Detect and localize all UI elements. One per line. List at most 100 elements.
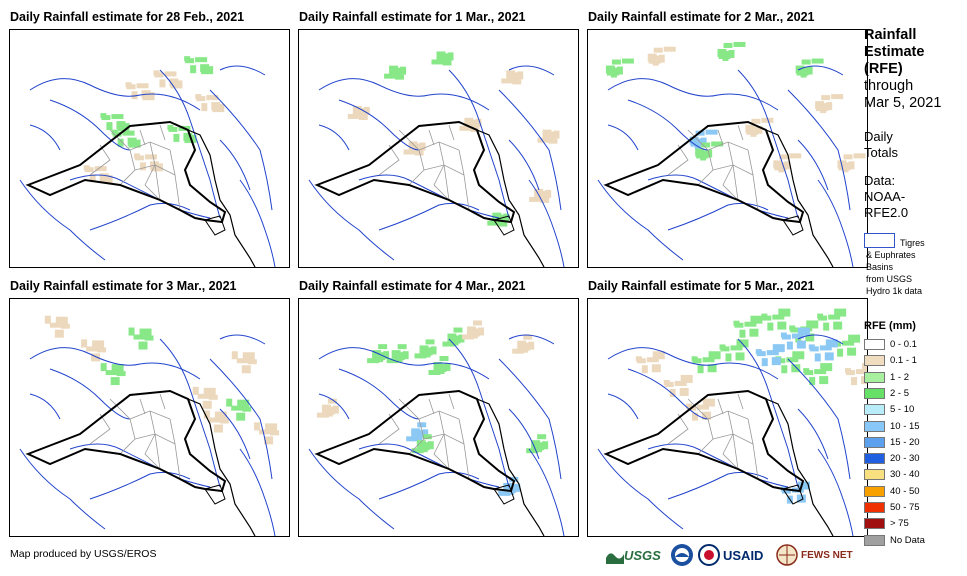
- usgs-logo-text: USGS: [624, 547, 661, 563]
- map-panel: [587, 298, 868, 537]
- rainfall-cell: [133, 334, 146, 340]
- rainfall-cell: [112, 131, 122, 137]
- country-boundary: [603, 389, 805, 493]
- rainfall-cell: [848, 334, 861, 343]
- rainfall-cell: [242, 352, 255, 361]
- basin-boundary: [498, 89, 562, 211]
- rainfall-cell: [796, 340, 806, 349]
- rainfall-cell: [144, 335, 154, 341]
- rainfall-cell: [777, 321, 787, 330]
- rainfall-cell: [139, 328, 152, 337]
- rainfall-cell: [164, 71, 177, 77]
- province-boundary: [722, 164, 739, 201]
- rainfall-cell: [517, 71, 524, 80]
- rainfall-cell: [154, 72, 164, 78]
- rainfall-cell: [674, 380, 687, 386]
- basin-boundary: [159, 69, 221, 219]
- rainfall-cell: [247, 359, 257, 365]
- rainfall-cell: [653, 47, 663, 53]
- rainfall-cell: [105, 370, 118, 376]
- rainfall-cell: [697, 365, 704, 374]
- border-line: [765, 398, 834, 536]
- rainfall-cell: [54, 329, 64, 338]
- legend-item: 5 - 10: [864, 403, 914, 416]
- rainfall-cell: [705, 129, 718, 135]
- basin-boundary: [219, 139, 251, 191]
- rainfall-cell: [641, 365, 648, 374]
- panel-title-4: Daily Rainfall estimate for 3 Mar., 2021: [10, 279, 237, 293]
- province-boundary: [139, 129, 146, 146]
- basin-boundary: [607, 347, 779, 380]
- rainfall-cell: [824, 352, 834, 361]
- rainfall-cell: [697, 404, 710, 410]
- rainfall-cell: [208, 417, 221, 423]
- rainfall-cell: [834, 308, 847, 317]
- province-boundary: [398, 129, 460, 151]
- province-boundary: [722, 433, 739, 470]
- rainfall-cell: [766, 350, 779, 356]
- province-boundary: [144, 433, 161, 470]
- rainfall-cell: [548, 138, 558, 144]
- rainfall-cell: [851, 377, 858, 386]
- province-boundary: [89, 413, 111, 445]
- border-line: [493, 215, 515, 236]
- map-panel: [587, 29, 868, 268]
- rainfall-map: [597, 308, 867, 536]
- basin-boundary: [787, 89, 851, 211]
- noaa-seal-icon: [671, 544, 693, 566]
- rainfall-cell: [422, 429, 429, 438]
- province-boundary: [697, 418, 714, 455]
- rainfall-cell: [138, 341, 148, 350]
- rainfall-cell: [131, 91, 138, 100]
- rainfall-cell: [116, 371, 126, 377]
- rainfall-cell: [804, 370, 814, 376]
- rainfall-cell: [523, 334, 533, 340]
- rainfall-cell: [170, 80, 183, 89]
- province-boundary: [717, 398, 724, 415]
- rainfall-cell: [797, 327, 810, 336]
- rainfall-cell: [680, 374, 693, 383]
- rainfall-cell: [700, 137, 707, 146]
- province-boundary: [159, 124, 166, 141]
- province-boundary: [667, 144, 689, 176]
- border-line: [476, 129, 545, 267]
- basin-boundary: [607, 124, 639, 151]
- rainfall-cell: [203, 387, 216, 396]
- province-boundary: [687, 398, 749, 420]
- province-boundary: [139, 398, 146, 415]
- rainfall-cell: [826, 102, 833, 111]
- rainfall-cell: [809, 377, 816, 386]
- rainfall-cell: [430, 346, 437, 355]
- rainfall-cell: [772, 344, 785, 353]
- rainfall-cell: [696, 150, 709, 159]
- border-line: [204, 484, 226, 505]
- basin-boundary: [378, 202, 480, 231]
- rainfall-cell: [507, 72, 520, 81]
- basin-boundary: [508, 65, 555, 76]
- data-line: RFE2.0: [864, 205, 909, 220]
- rainfall-cell: [542, 441, 549, 450]
- rainfall-cell: [208, 394, 218, 400]
- rainfall-cell: [756, 125, 763, 134]
- rainfall-cell: [669, 388, 676, 397]
- fews-globe-icon: [776, 544, 798, 566]
- rainfall-cell: [409, 143, 422, 152]
- rainfall-cell: [259, 429, 272, 435]
- rainfall-cell: [809, 346, 819, 352]
- rainfall-cell: [472, 320, 482, 326]
- basin-boundary: [209, 89, 273, 211]
- rainfall-cell: [761, 358, 768, 367]
- rainfall-cell: [231, 351, 238, 360]
- rainfall-cell: [406, 436, 419, 442]
- rainfall-cell: [679, 387, 689, 396]
- rainfall-cell: [86, 346, 99, 352]
- rainfall-cell: [767, 322, 774, 331]
- rainfall-cell: [134, 155, 144, 161]
- legend-swatch: [864, 436, 885, 448]
- border-line: [782, 484, 804, 505]
- rainfall-cell: [458, 334, 465, 343]
- rainfall-cell: [786, 357, 799, 363]
- basin-boundary: [29, 124, 61, 151]
- rainfall-cell: [789, 153, 802, 159]
- rainfall-cell: [100, 363, 107, 372]
